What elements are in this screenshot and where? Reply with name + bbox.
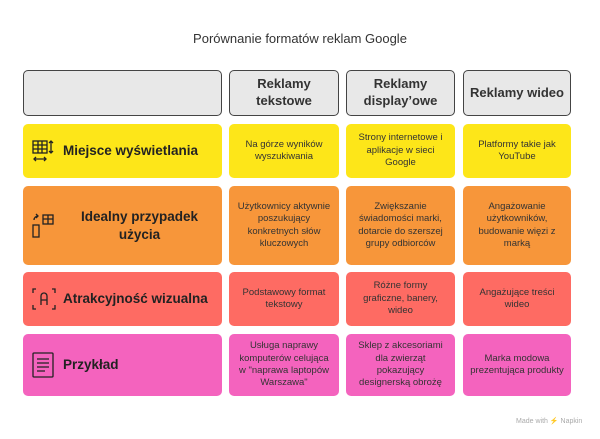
row-label-text: Atrakcyjność wizualna (63, 291, 208, 307)
table-resize-icon (32, 140, 54, 162)
header-text-ads: Reklamy tekstowe (229, 70, 339, 116)
cell: Różne formy graficzne, banery, wideo (346, 272, 455, 326)
cell: Angażowanie użytkowników, budowanie więz… (463, 186, 571, 265)
cell: Strony internetowe i aplikacje w sieci G… (346, 124, 455, 178)
diagram-title: Porównanie formatów reklam Google (193, 31, 407, 46)
row-label-visual-appeal: Atrakcyjność wizualna (23, 272, 222, 326)
row-label-use-case: Idealny przypadek użycia (23, 186, 222, 265)
document-icon (32, 352, 54, 378)
napkin-watermark: Made with ⚡ Napkin (516, 418, 583, 425)
device-switch-icon (32, 213, 54, 238)
header-display-ads: Reklamy display’owe (346, 70, 455, 116)
cell: Na górze wyników wyszukiwania (229, 124, 339, 178)
header-empty (23, 70, 222, 116)
row-label-text: Miejsce wyświetlania (63, 143, 199, 159)
header-video-ads: Reklamy wideo (463, 70, 571, 116)
row-label-example: Przykład (23, 334, 222, 396)
cell: Zwiększanie świadomości marki, dotarcie … (346, 186, 455, 265)
row-label-placement: Miejsce wyświetlania (23, 124, 222, 178)
cell: Marka modowa prezentująca produkty (463, 334, 571, 396)
row-label-text: Przykład (63, 357, 119, 373)
text-frame-icon (32, 288, 56, 310)
cell: Podstawowy format tekstowy (229, 272, 339, 326)
cell: Sklep z akcesoriami dla zwierząt pokazuj… (346, 334, 455, 396)
cell: Użytkownicy aktywnie poszukujący konkret… (229, 186, 339, 265)
cell: Angażujące treści wideo (463, 272, 571, 326)
cell: Platformy takie jak YouTube (463, 124, 571, 178)
row-label-text: Idealny przypadek użycia (80, 208, 199, 242)
cell: Usługa naprawy komputerów celująca w "na… (229, 334, 339, 396)
